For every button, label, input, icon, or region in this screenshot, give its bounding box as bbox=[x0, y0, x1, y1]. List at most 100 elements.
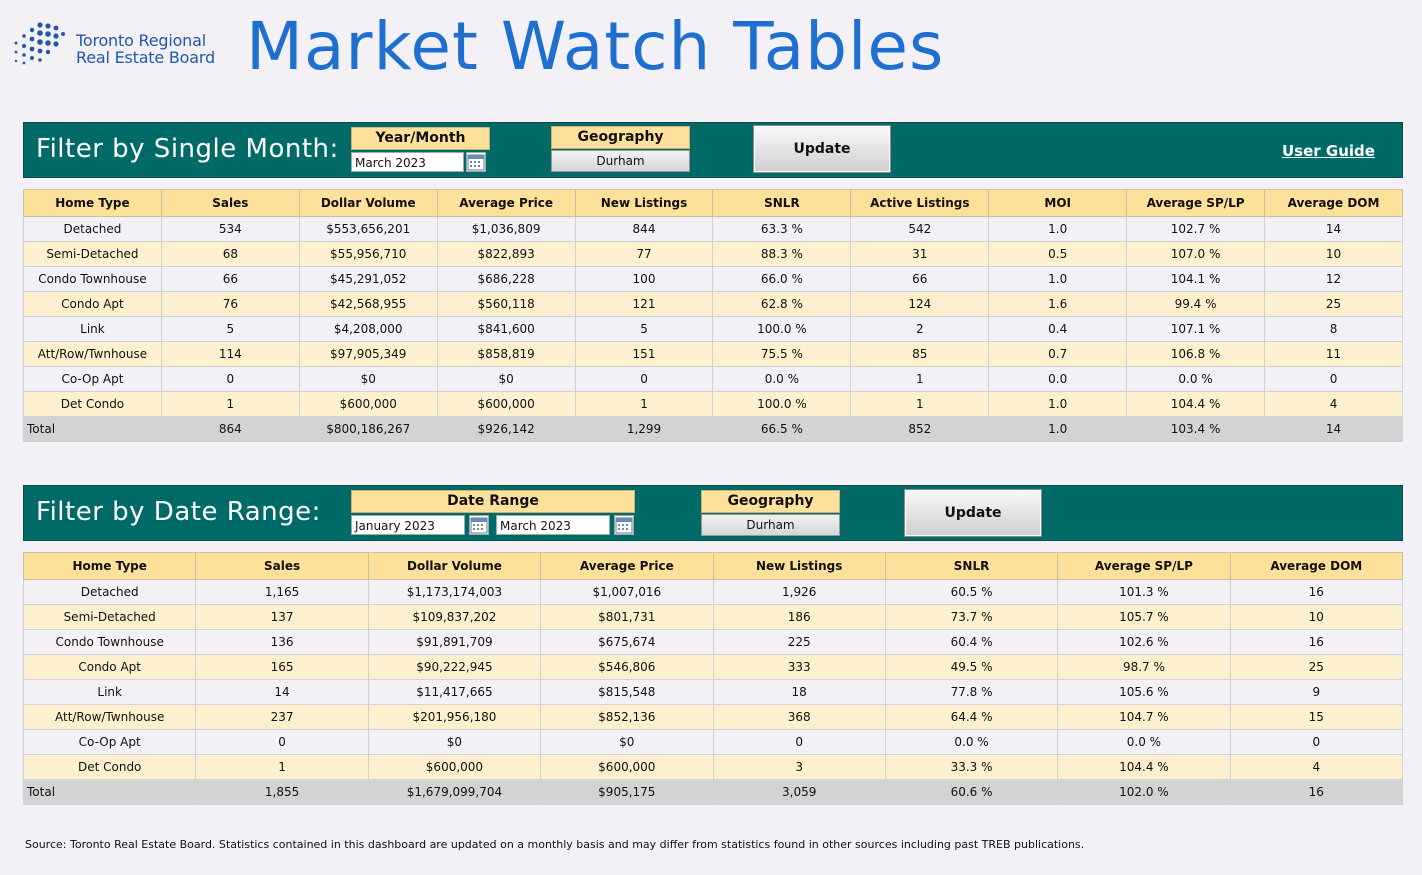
table-cell: 60.5 % bbox=[884, 579, 1059, 605]
table-row: Detached 1,165 $1,173,174,003 $1,007,016 1,9… bbox=[22, 579, 1404, 605]
table-cell: 1.6 bbox=[988, 291, 1128, 317]
table-cell: 104.7 % bbox=[1057, 704, 1231, 730]
table-cell: 0 bbox=[160, 366, 300, 392]
table-cell: 10 bbox=[1264, 241, 1403, 267]
single-month-table: Home Type Sales Dollar Volume Average Price… bbox=[23, 189, 1403, 442]
single-month-col-header: SNLR bbox=[712, 189, 852, 217]
single-month-col-header: Home Type bbox=[23, 189, 162, 217]
table-cell: 1 bbox=[160, 391, 300, 417]
table-cell: Condo Apt bbox=[22, 654, 197, 680]
table-cell: 1 bbox=[574, 391, 714, 417]
table-cell: 114 bbox=[160, 341, 300, 367]
geography-select[interactable]: Durham bbox=[701, 514, 840, 536]
total-cell: $800,186,267 bbox=[298, 416, 438, 442]
total-cell: Total bbox=[23, 416, 162, 442]
table-row: Condo Townhouse 136 $91,891,709 $675,674 225… bbox=[22, 629, 1404, 655]
table-cell: 4 bbox=[1264, 391, 1403, 417]
table-cell: $4,208,000 bbox=[298, 316, 438, 342]
table-row: Semi-Detached 68 $55,956,710 $822,893 77 88.3… bbox=[23, 241, 1403, 267]
calendar-icon[interactable] bbox=[466, 152, 486, 172]
total-cell: 14 bbox=[1264, 416, 1403, 442]
table-cell: 1 bbox=[195, 754, 369, 780]
total-cell: 102.0 % bbox=[1057, 779, 1231, 805]
table-cell: 136 bbox=[195, 629, 369, 655]
table-cell: 99.4 % bbox=[1126, 291, 1266, 317]
table-cell: 12 bbox=[1264, 266, 1403, 292]
table-cell: Det Condo bbox=[23, 391, 162, 417]
table-row: Semi-Detached 137 $109,837,202 $801,731 186 7… bbox=[22, 604, 1404, 630]
table-row: Co-Op Apt 0 $0 $0 0 0.0 % 0.0 % 0 bbox=[22, 729, 1404, 755]
date-range-label: Date Range bbox=[351, 490, 635, 513]
date-range-col-header: Sales bbox=[195, 552, 369, 580]
table-cell: Att/Row/Twnhouse bbox=[23, 341, 162, 367]
date-range-col-header: SNLR bbox=[884, 552, 1059, 580]
table-cell: 107.1 % bbox=[1126, 316, 1266, 342]
table-row: Det Condo 1 $600,000 $600,000 1 100.0 % 1 1.0 10… bbox=[23, 391, 1403, 417]
table-cell: $801,731 bbox=[540, 604, 714, 630]
table-cell: 16 bbox=[1229, 629, 1404, 655]
start-date-input[interactable]: January 2023 bbox=[351, 515, 465, 535]
total-row: Total 864 $800,186,267 $926,142 1,299 66.5 % 8… bbox=[23, 416, 1403, 442]
table-cell: 18 bbox=[712, 679, 886, 705]
single-month-filter-bar: Filter by Single Month: Year/Month March… bbox=[23, 122, 1403, 178]
single-month-col-header: Sales bbox=[160, 189, 300, 217]
date-range-col-header: Average SP/LP bbox=[1057, 552, 1231, 580]
table-cell: $686,228 bbox=[436, 266, 576, 292]
table-cell: 2 bbox=[850, 316, 990, 342]
total-cell: $905,175 bbox=[540, 779, 714, 805]
total-cell: 1.0 bbox=[988, 416, 1128, 442]
table-cell: Condo Townhouse bbox=[23, 266, 162, 292]
table-cell: $553,656,201 bbox=[298, 216, 438, 242]
end-date-input[interactable]: March 2023 bbox=[496, 515, 610, 535]
table-cell: $600,000 bbox=[540, 754, 714, 780]
table-cell: 0.7 bbox=[988, 341, 1128, 367]
table-cell: $1,173,174,003 bbox=[367, 579, 542, 605]
table-cell: 33.3 % bbox=[884, 754, 1059, 780]
user-guide-link[interactable]: User Guide bbox=[1282, 142, 1375, 160]
update-button[interactable]: Update bbox=[904, 489, 1042, 537]
treb-logo: Toronto Regional Real Estate Board bbox=[10, 22, 230, 68]
total-cell: 66.5 % bbox=[712, 416, 852, 442]
table-cell: $560,118 bbox=[436, 291, 576, 317]
logo-dots-icon bbox=[14, 22, 65, 65]
table-cell: $0 bbox=[367, 729, 542, 755]
table-cell: 64.4 % bbox=[884, 704, 1059, 730]
date-range-col-header: Home Type bbox=[22, 552, 197, 580]
table-cell: $600,000 bbox=[298, 391, 438, 417]
year-month-input[interactable]: March 2023 bbox=[351, 152, 464, 172]
date-range-col-header: Average DOM bbox=[1229, 552, 1404, 580]
total-cell: Total bbox=[22, 779, 197, 805]
table-cell: 75.5 % bbox=[712, 341, 852, 367]
table-row: Link 14 $11,417,665 $815,548 18 77.8 % 105.6 %… bbox=[22, 679, 1404, 705]
single-month-col-header: Active Listings bbox=[850, 189, 990, 217]
table-cell: 77 bbox=[574, 241, 714, 267]
geography-select[interactable]: Durham bbox=[551, 150, 690, 172]
table-row: Link 5 $4,208,000 $841,600 5 100.0 % 2 0.4 107.1… bbox=[23, 316, 1403, 342]
single-month-col-header: Average Price bbox=[436, 189, 576, 217]
end-calendar-icon[interactable] bbox=[614, 515, 634, 535]
table-cell: $815,548 bbox=[540, 679, 714, 705]
table-cell: 4 bbox=[1229, 754, 1404, 780]
table-cell: 5 bbox=[574, 316, 714, 342]
table-cell: Condo Apt bbox=[23, 291, 162, 317]
date-range-table: Home Type Sales Dollar Volume Average Price… bbox=[22, 552, 1404, 805]
table-cell: 844 bbox=[574, 216, 714, 242]
table-cell: $45,291,052 bbox=[298, 266, 438, 292]
table-cell: 49.5 % bbox=[884, 654, 1059, 680]
table-cell: 105.6 % bbox=[1057, 679, 1231, 705]
update-button[interactable]: Update bbox=[753, 125, 891, 173]
start-calendar-icon[interactable] bbox=[469, 515, 489, 535]
table-cell: $11,417,665 bbox=[367, 679, 542, 705]
table-cell: Detached bbox=[23, 216, 162, 242]
table-row: Condo Apt 165 $90,222,945 $546,806 333 49.5 %… bbox=[22, 654, 1404, 680]
table-cell: 1.0 bbox=[988, 216, 1128, 242]
table-cell: $822,893 bbox=[436, 241, 576, 267]
table-cell: 3 bbox=[712, 754, 886, 780]
table-cell: 104.4 % bbox=[1126, 391, 1266, 417]
table-cell: 1,165 bbox=[195, 579, 369, 605]
single-month-col-header: New Listings bbox=[574, 189, 714, 217]
date-range-filter-bar: Filter by Date Range: Date Range January… bbox=[23, 485, 1403, 541]
table-cell: 10 bbox=[1229, 604, 1404, 630]
table-cell: 0 bbox=[574, 366, 714, 392]
table-row: Detached 534 $553,656,201 $1,036,809 844 63.3… bbox=[23, 216, 1403, 242]
